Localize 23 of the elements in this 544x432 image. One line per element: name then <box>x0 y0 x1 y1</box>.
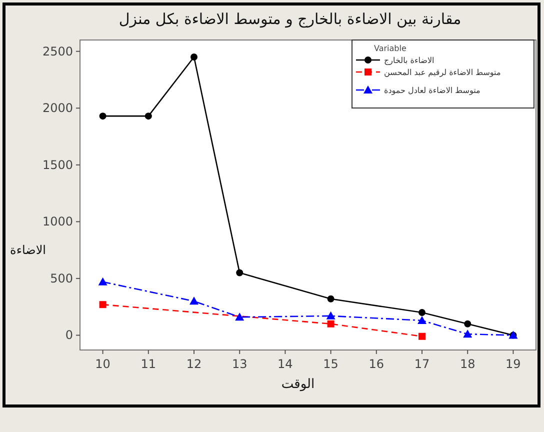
x-tick-label: 17 <box>414 357 430 371</box>
y-tick-label: 0 <box>65 328 73 342</box>
x-tick-label: 16 <box>368 357 384 371</box>
x-tick-label: 18 <box>460 357 476 371</box>
legend-label: متوسط الاضاءة لعادل حمودة <box>384 86 480 95</box>
legend-label: الاضاءة بالخارج <box>384 56 434 65</box>
y-tick-label: 1000 <box>42 214 73 229</box>
x-tick-label: 13 <box>232 357 248 371</box>
x-tick-label: 19 <box>506 357 521 371</box>
y-tick-label: 1500 <box>42 158 73 172</box>
y-tick-label: 2500 <box>42 44 73 58</box>
chart-title: مقارنة بين الاضاءة بالخارج و متوسط الاضاءة بكل منزل <box>118 10 462 28</box>
x-tick-label: 12 <box>186 357 202 371</box>
x-tick-label: 10 <box>95 357 110 371</box>
x-tick-label: 11 <box>140 357 156 371</box>
x-tick-label: 15 <box>323 357 338 371</box>
x-axis-title: الوقت <box>281 377 315 392</box>
y-tick-label: 500 <box>50 271 73 286</box>
x-tick-label: 14 <box>278 357 293 371</box>
legend-title: Variable <box>374 44 406 53</box>
legend-label: متوسط الاضاءة لرقيم عبد المحسن <box>384 68 501 77</box>
y-tick-label: 2000 <box>42 101 73 116</box>
y-axis-title: الاضاءة <box>10 243 46 258</box>
